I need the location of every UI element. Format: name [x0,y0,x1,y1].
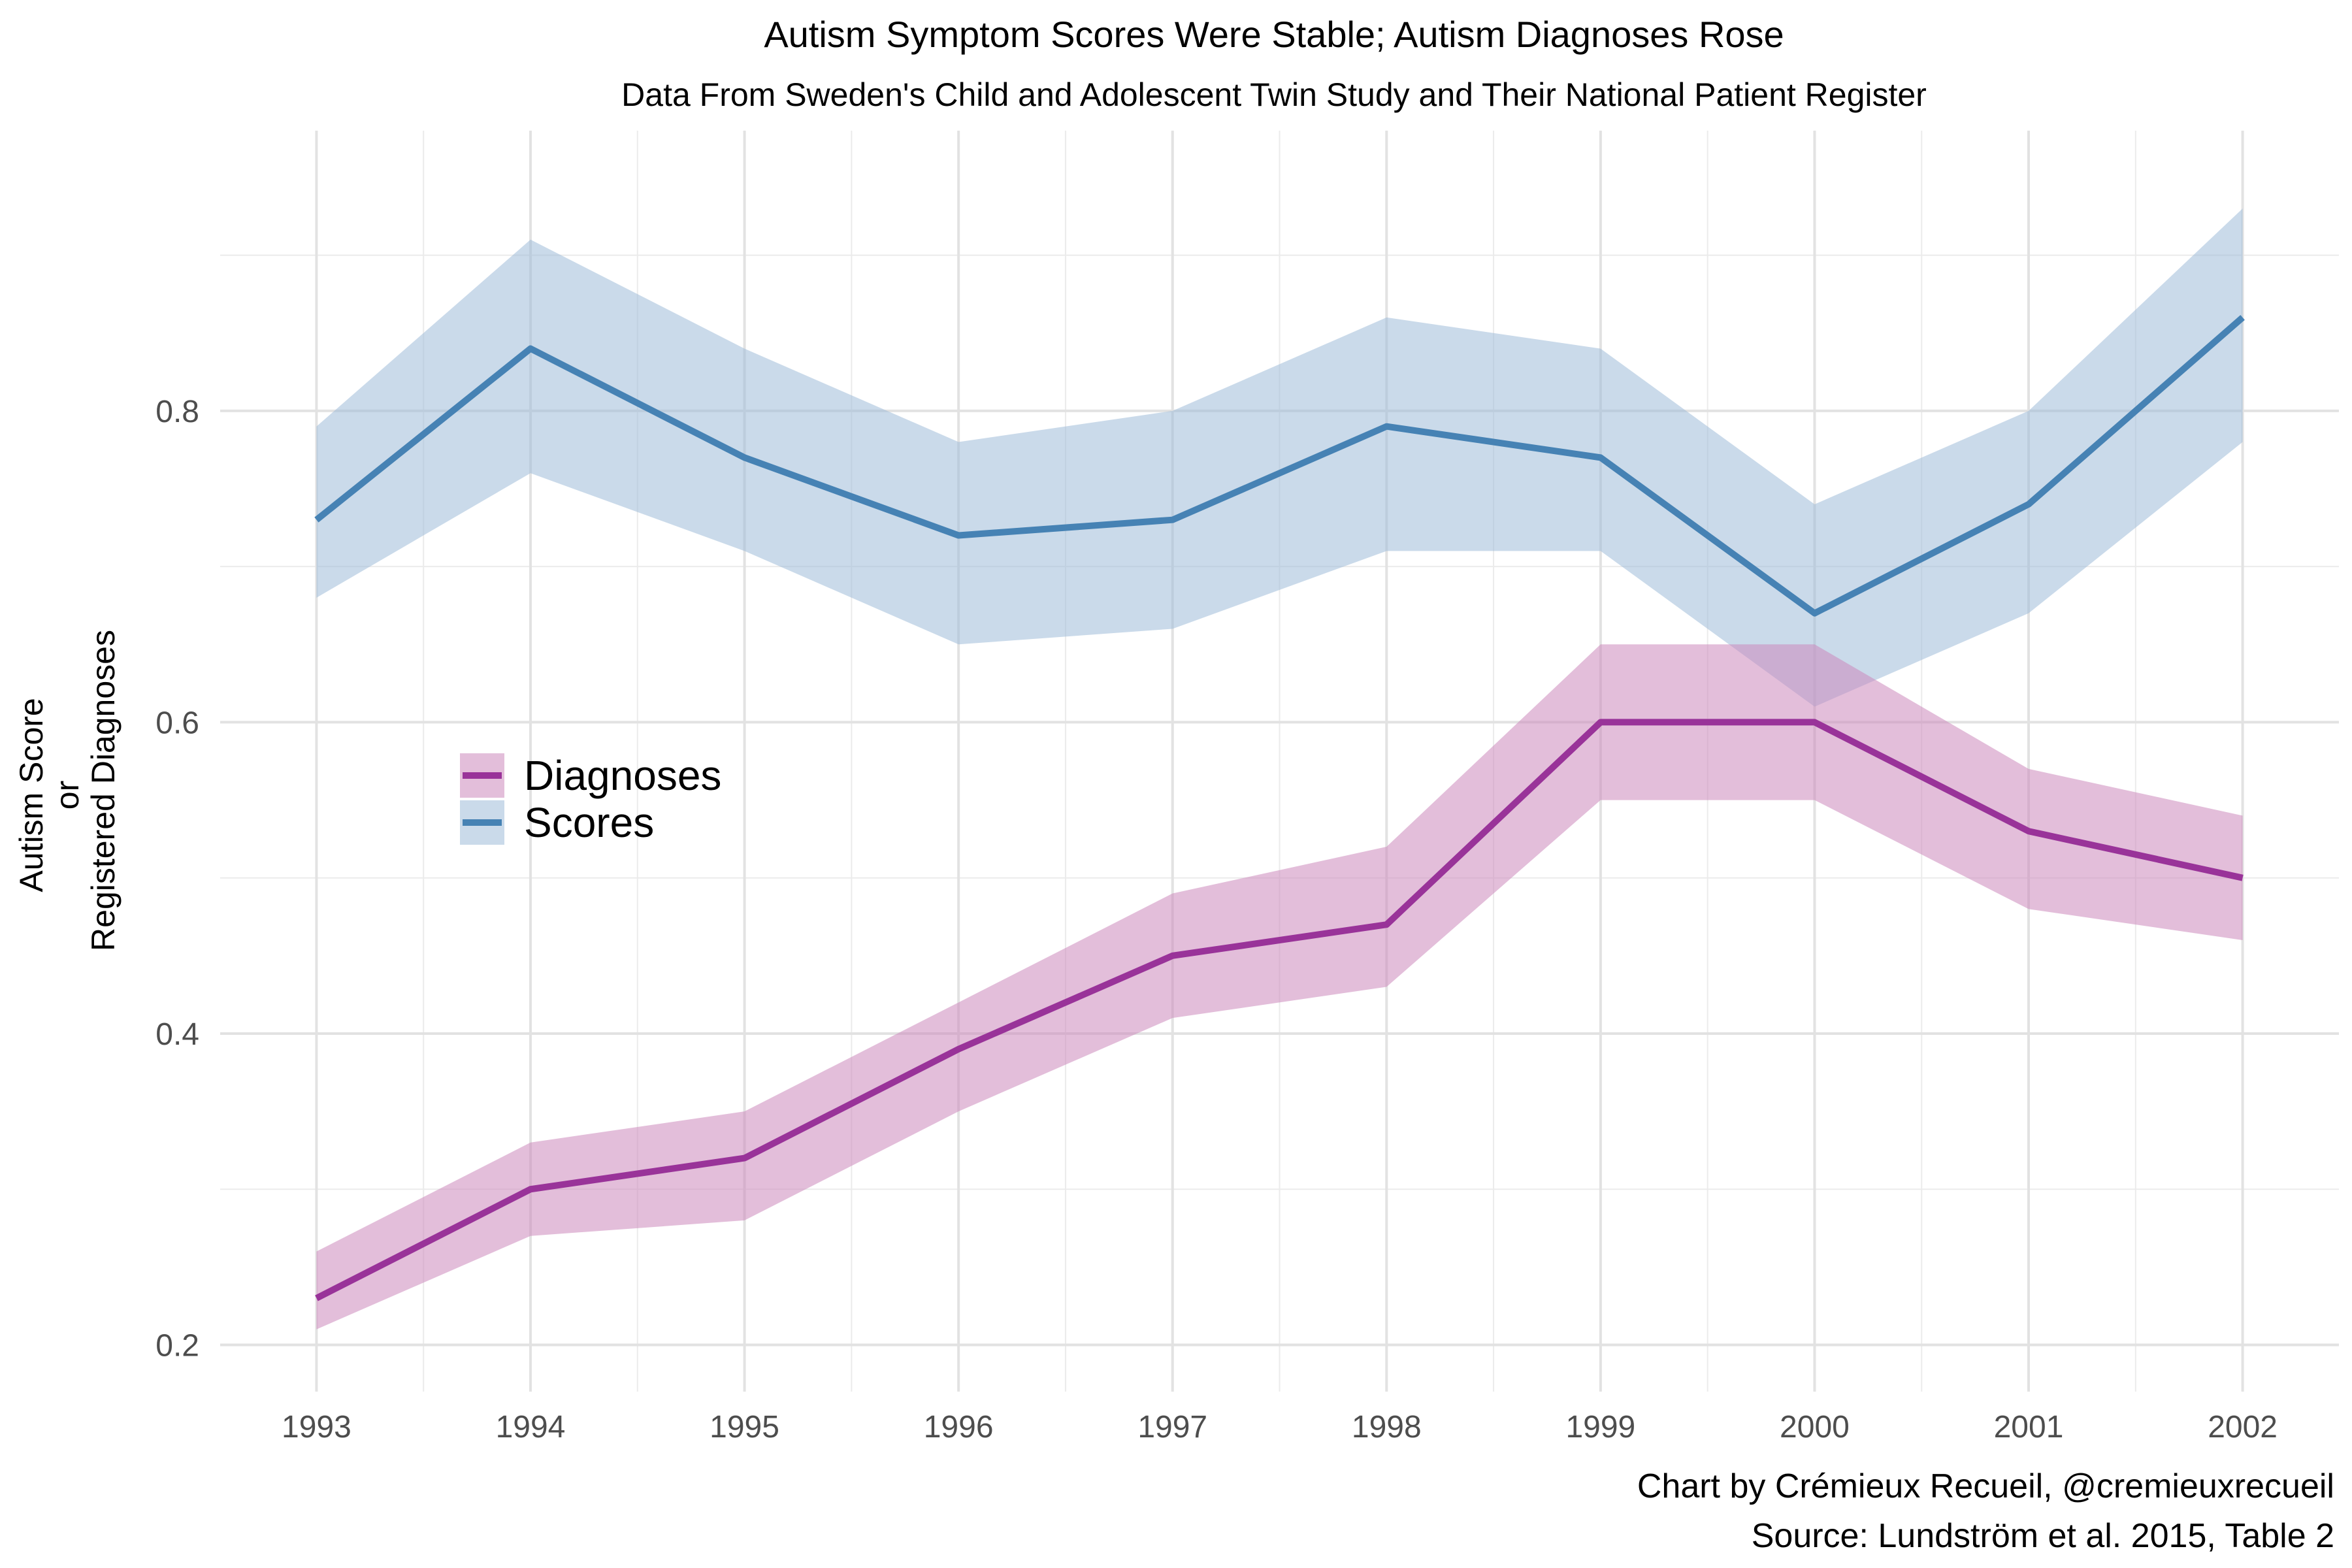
x-tick-label: 1997 [1137,1410,1207,1445]
x-tick-label: 1999 [1565,1410,1635,1445]
caption-source: Source: Lundström et al. 2015, Table 2 [1752,1517,2334,1555]
x-tick-label: 1996 [924,1410,994,1445]
line-diagnoses [315,719,2244,1301]
y-axis-label: Autism Score or Registered Diagnoses [13,630,122,951]
series-lines [314,315,2245,1301]
y-axis-label-line-1: Autism Score [13,698,50,892]
y-axis-label-line-2: or [49,781,86,809]
x-tick-label: 2002 [2208,1410,2278,1445]
legend-label-diagnoses: Diagnoses [524,752,721,799]
x-tick-label: 1994 [496,1410,566,1445]
y-tick-label: 0.8 [155,395,199,429]
caption-credit: Chart by Crémieux Recueil, @cremieuxrecu… [1637,1467,2334,1505]
x-tick-label: 1993 [282,1410,351,1445]
x-tick-label: 2001 [1994,1410,2064,1445]
y-tick-label: 0.2 [155,1329,199,1364]
y-tick-label: 0.6 [155,706,199,740]
band-scores [316,208,2243,707]
y-axis-label-line-3: Registered Diagnoses [85,630,122,951]
band-diagnoses [316,644,2243,1330]
chart-title: Autism Symptom Scores Were Stable; Autis… [764,14,1784,55]
chart-subtitle: Data From Sweden's Child and Adolescent … [621,76,1927,113]
x-tick-label: 1995 [710,1410,779,1445]
y-axis-tick-labels: 0.2 0.4 0.6 0.8 [155,395,199,1364]
line-scores [314,315,2245,617]
x-axis-tick-labels: 1993 1994 1995 1996 1997 1998 1999 2000 2001 2002 [282,1410,2278,1445]
x-tick-label: 2000 [1780,1410,1850,1445]
confidence-bands [316,208,2243,1330]
x-tick-label: 1998 [1352,1410,1422,1445]
legend-label-scores: Scores [524,799,654,846]
y-tick-label: 0.4 [155,1017,199,1052]
